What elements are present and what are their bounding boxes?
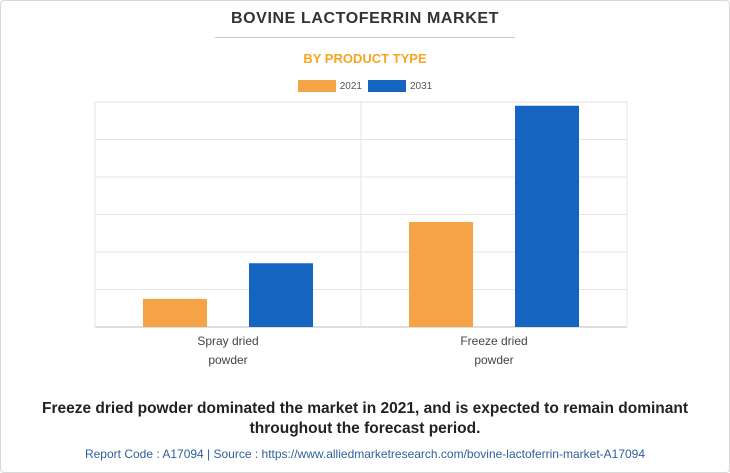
legend: 2021 2031 (0, 80, 730, 92)
title-divider (215, 37, 515, 38)
bar-2021-1 (409, 222, 473, 327)
legend-item-2031[interactable]: 2031 (368, 80, 432, 92)
legend-swatch-2031 (368, 80, 406, 92)
bar-chart: Spray dried powder Freeze dried powder (94, 101, 628, 367)
chart-title: BOVINE LACTOFERRIN MARKET (230, 10, 500, 27)
bar-2021-0 (143, 298, 207, 327)
chart-caption: Freeze dried powder dominated the market… (42, 400, 688, 437)
legend-label-2021: 2021 (339, 80, 362, 92)
report-footer: Report Code : A17094 | Source : https://… (84, 447, 646, 461)
x-tick-label: Freeze dried powder (460, 334, 527, 367)
x-tick-label: Spray dried powder (197, 334, 258, 367)
legend-label-2031: 2031 (410, 80, 433, 92)
bar-2031-1 (515, 105, 579, 327)
legend-item-2021[interactable]: 2021 (297, 80, 362, 92)
legend-swatch-2021 (297, 80, 336, 92)
bar-2031-0 (249, 263, 313, 327)
chart-subtitle: BY PRODUCT TYPE (303, 51, 427, 66)
